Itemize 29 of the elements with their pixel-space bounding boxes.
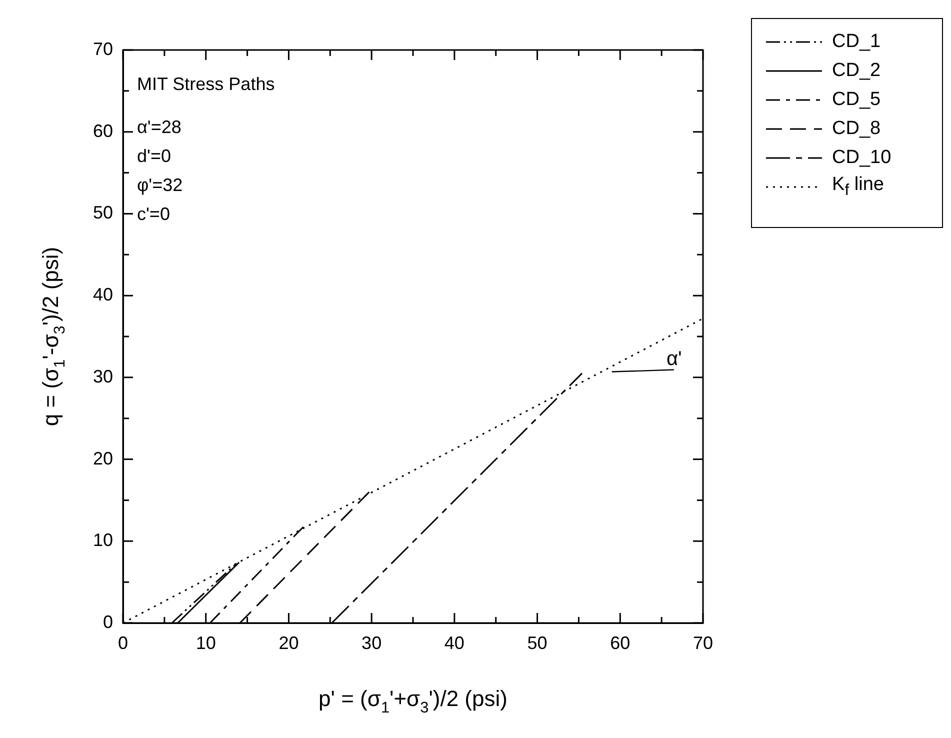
y-tick-label: 0 [102, 612, 113, 632]
x-tick-label: 50 [527, 632, 548, 653]
legend-label: CD_2 [832, 60, 881, 82]
annotation: d'=0 [137, 146, 171, 166]
annotation: α' [666, 348, 682, 370]
legend-label: CD_5 [832, 88, 881, 110]
legend-label: K$_{f}$ line [832, 174, 884, 200]
legend-label: CD_1 [832, 30, 881, 52]
y-tick-label: 20 [92, 448, 113, 468]
annotation: φ'=32 [137, 175, 183, 195]
y-tick-label: 70 [92, 38, 113, 59]
x-tick-label: 20 [278, 632, 299, 653]
annotation: c'=0 [137, 204, 170, 224]
annotation: MIT Stress Paths [137, 74, 275, 94]
y-tick-label: 10 [92, 530, 113, 550]
y-tick-label: 50 [92, 202, 113, 223]
y-tick-label: 60 [92, 120, 113, 141]
x-tick-label: 30 [362, 632, 382, 653]
y-tick-label: 40 [92, 284, 113, 305]
x-tick-label: 70 [692, 632, 714, 653]
x-tick-label: 60 [610, 632, 630, 653]
annotation: α'=28 [137, 117, 182, 137]
y-axis-title: q = (σ1'-σ3')/2 (psi) [38, 246, 69, 426]
x-tick-label: 40 [444, 632, 464, 653]
legend-label: CD_8 [832, 118, 881, 140]
x-tick-label: 10 [196, 632, 216, 653]
legend-label: CD_10 [832, 146, 892, 168]
x-tick-label: 0 [118, 632, 128, 653]
y-tick-label: 30 [92, 366, 113, 386]
